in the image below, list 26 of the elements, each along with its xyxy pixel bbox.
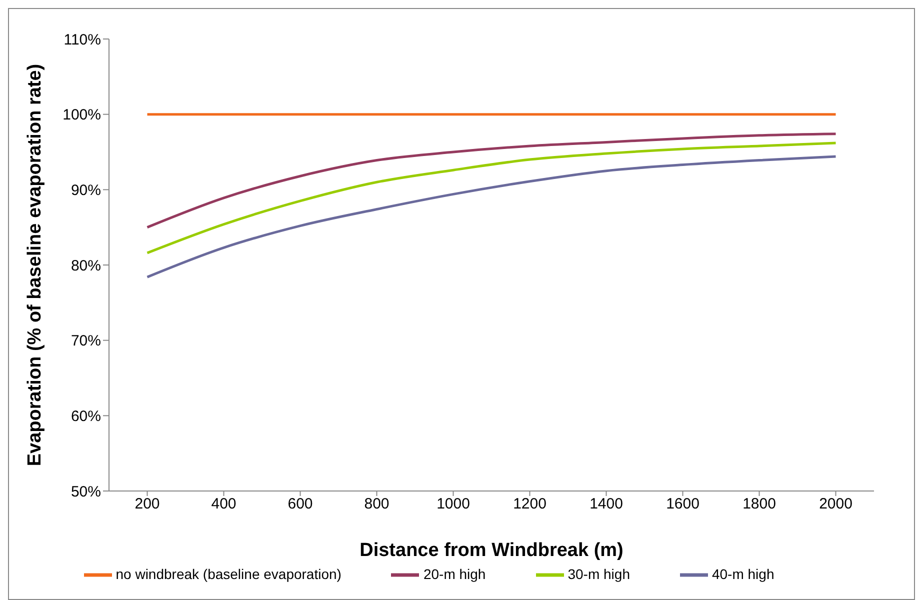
x-tick-label: 1000 bbox=[436, 496, 470, 513]
y-tick-label: 100% bbox=[62, 106, 101, 124]
y-tick-label: 60% bbox=[70, 408, 101, 425]
y-tick-label: 90% bbox=[70, 182, 101, 199]
x-tick-label: 400 bbox=[211, 496, 236, 513]
line-series bbox=[146, 155, 837, 278]
x-tick-label: 2000 bbox=[819, 496, 852, 513]
line-series bbox=[146, 132, 837, 229]
x-tick-label: 1600 bbox=[666, 496, 700, 513]
legend-label: 20-m high bbox=[423, 566, 486, 582]
y-tick-label: 70% bbox=[70, 332, 101, 350]
legend-label: no windbreak (baseline evaporation) bbox=[116, 566, 342, 582]
x-tick-label: 1400 bbox=[590, 496, 623, 513]
y-axis-title: Evaporation (% of baseline evaporation rate) bbox=[24, 64, 46, 466]
x-axis-title: Distance from Windbreak (m) bbox=[360, 540, 624, 561]
x-tick-label: 1200 bbox=[513, 496, 546, 513]
x-tick-label: 1800 bbox=[742, 496, 776, 513]
y-tick-label: 50% bbox=[70, 483, 101, 500]
line-series bbox=[146, 142, 837, 254]
x-tick-label: 200 bbox=[134, 496, 160, 513]
y-tick-label: 80% bbox=[70, 257, 101, 274]
legend-label: 30-m high bbox=[568, 566, 630, 582]
x-tick-label: 600 bbox=[288, 496, 313, 513]
x-tick-label: 800 bbox=[364, 496, 390, 513]
legend-label: 40-m high bbox=[712, 566, 774, 582]
y-tick-label: 110% bbox=[64, 31, 101, 48]
